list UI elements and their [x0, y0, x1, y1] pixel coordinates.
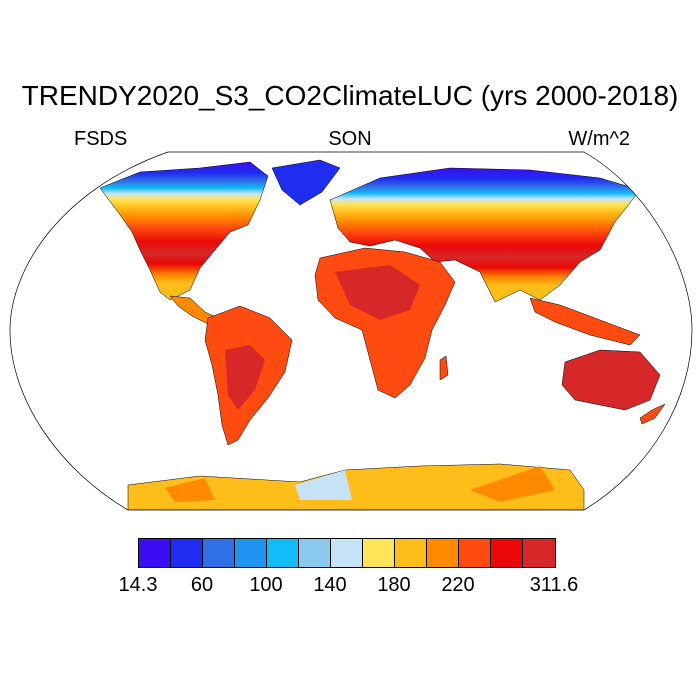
antarctica-dark-2 [470, 466, 555, 502]
colorbar-cell [171, 539, 203, 567]
colorbar-cell [491, 539, 523, 567]
southeast-asia [529, 297, 641, 346]
colorbar [138, 538, 556, 568]
colorbar-tick-label: 220 [441, 574, 475, 596]
map-border [9, 151, 693, 511]
antarctica-light [295, 470, 352, 500]
colorbar-cell [139, 539, 171, 567]
colorbar-cell [235, 539, 267, 567]
colorbar-tick-label: 140 [313, 574, 347, 596]
colorbar-cell [427, 539, 459, 567]
units-label: W/m^2 [568, 128, 630, 150]
south-america-core [225, 345, 265, 410]
map-title: TRENDY2020_S3_CO2ClimateLUC (yrs 2000-20… [21, 80, 679, 111]
colorbar-cell [395, 539, 427, 567]
colorbar-cell [203, 539, 235, 567]
colorbar-tick-label: 14.3 [118, 574, 158, 596]
colorbar-cell [523, 539, 555, 567]
australia [561, 349, 661, 411]
colorbar-tick-label: 180 [377, 574, 411, 596]
colorbar-tick-label: 100 [249, 574, 283, 596]
antarctica [127, 463, 585, 510]
colorbar-tick-label: 60 [190, 574, 214, 596]
colorbar-tick-label: 311.6 [529, 574, 579, 596]
colorbar-cell [363, 539, 395, 567]
antarctica-dark-1 [165, 478, 215, 502]
greenland [271, 159, 341, 206]
eurasia [329, 167, 641, 303]
variable-label: FSDS [74, 128, 128, 150]
new-zealand [639, 403, 666, 425]
madagascar [439, 355, 449, 381]
north-america [99, 161, 269, 301]
colorbar-cell [331, 539, 363, 567]
colorbar-cell [299, 539, 331, 567]
colorbar-cell [267, 539, 299, 567]
africa-core [335, 265, 420, 320]
season-label: SON [328, 128, 372, 150]
colorbar-cell [459, 539, 491, 567]
